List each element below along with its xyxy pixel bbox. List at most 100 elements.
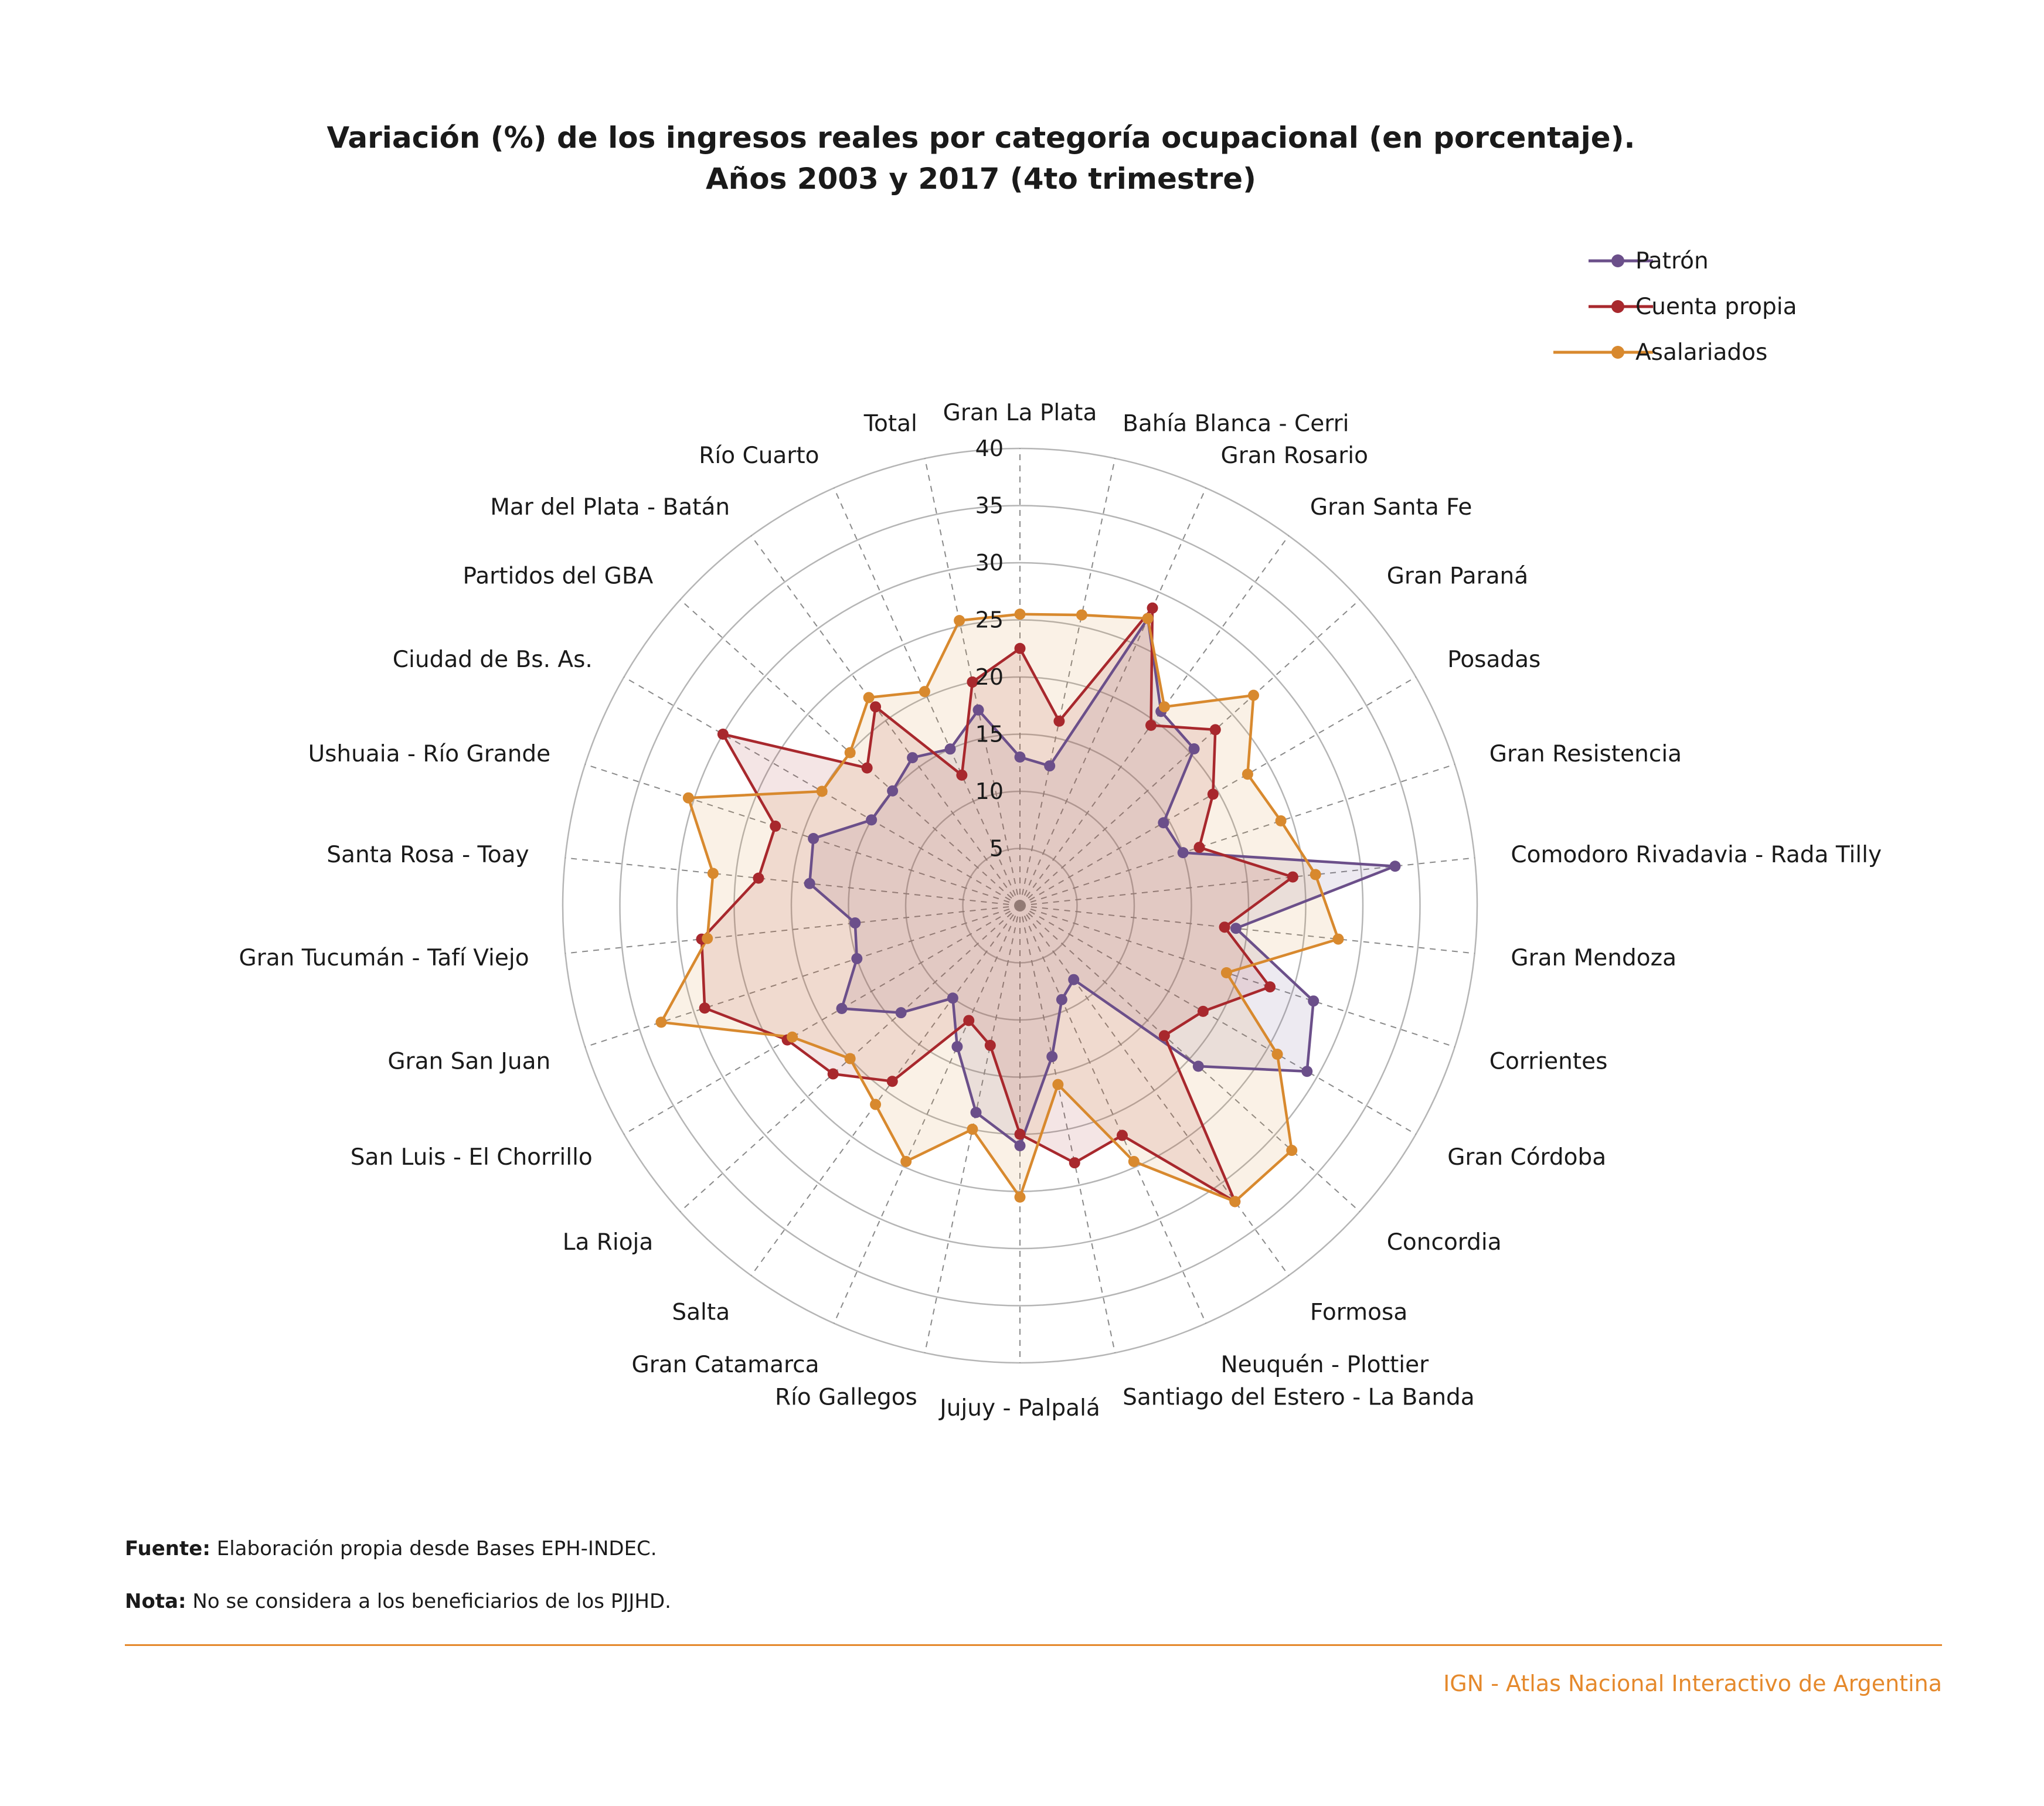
category-label: Concordia [1387,1229,1502,1256]
data-point [1229,1196,1241,1208]
category-label: Ciudad de Bs. As. [393,647,593,673]
data-point [1271,1049,1283,1060]
data-point [1192,1060,1204,1072]
legend-swatch-marker [1611,300,1624,313]
radar-series [655,602,1401,1208]
data-point [1158,701,1170,713]
data-point [1044,760,1056,772]
category-label: Posadas [1447,647,1540,673]
data-point [655,1016,667,1028]
data-point [970,1107,982,1118]
data-point [1389,861,1401,872]
data-point [895,1007,907,1019]
legend-swatch-marker [1611,346,1624,359]
data-point [851,953,863,964]
data-point [707,868,719,879]
spoke-line [565,905,1021,954]
tick-label: 30 [975,550,1004,576]
data-point [702,933,713,944]
spoke-line [1019,458,1116,906]
spoke-line [1019,764,1455,906]
data-point [1116,1130,1128,1141]
category-label: San Luis - El Chorrillo [351,1144,593,1171]
data-point [907,752,919,764]
grid-circle [619,505,1421,1307]
category-label: Neuquén - Plottier [1221,1352,1430,1378]
spoke-line [1019,676,1416,906]
data-point [870,1098,882,1110]
data-point [1308,995,1319,1007]
data-point [1014,751,1026,763]
legend-swatch-marker [1611,254,1624,267]
spoke-line [1019,488,1207,906]
tick-label: 15 [975,722,1004,747]
data-point [1014,608,1026,620]
data-point [787,1031,798,1043]
data-point [951,1040,963,1052]
data-point [1264,981,1276,993]
series-fill [810,618,1395,1146]
source-note: Fuente: Elaboración propia desde Bases E… [125,1537,657,1560]
tick-label: 40 [975,436,1004,461]
data-point [699,1002,710,1014]
note-text: No se considera a los beneficiarios de l… [186,1590,671,1613]
data-point [827,1068,839,1080]
data-point [844,1053,856,1064]
data-point [1069,1157,1080,1169]
data-point [1275,815,1287,827]
data-point [1056,994,1067,1005]
data-point [954,615,965,627]
chart-title-line1: Variación (%) de los ingresos reales por… [327,121,1635,155]
tick-label: 20 [975,664,1004,690]
data-point [1248,689,1260,701]
spoke-line [1019,905,1116,1353]
data-point [1053,715,1065,727]
spoke-line [1019,905,1290,1276]
data-point [1219,921,1230,933]
data-point [967,676,978,688]
data-point [861,762,873,774]
data-point [717,729,729,740]
source-text: Elaboración propia desde Bases EPH-INDEC… [210,1537,657,1560]
data-point [1147,602,1158,614]
category-label: Santiago del Estero - La Banda [1123,1384,1475,1410]
data-point [1014,1128,1026,1140]
spoke-line [1019,905,1475,954]
data-point [870,701,882,713]
category-label: Gran Mendoza [1511,945,1676,971]
spoke-line [1019,905,1207,1324]
data-point [1158,817,1169,829]
data-point [956,769,968,781]
note-label: Nota: [125,1590,186,1613]
data-point [1310,869,1321,880]
category-label: Gran Tucumán - Tafí Viejo [239,945,529,971]
category-label: Gran Paraná [1387,563,1528,590]
category-label: La Rioja [563,1229,654,1256]
data-point [808,833,819,845]
spoke-line [584,764,1021,906]
data-point [836,1003,848,1014]
category-label: Santa Rosa - Toay [327,842,529,868]
tick-label: 10 [975,778,1004,804]
category-label: Partidos del GBA [463,563,654,590]
data-point [1242,768,1253,780]
spoke-line [1019,599,1361,906]
legend-label: Asalariados [1635,339,1767,366]
category-label: Gran Córdoba [1447,1144,1606,1171]
category-label: Corrientes [1489,1049,1608,1075]
tick-label: 35 [975,493,1004,519]
data-point [967,1123,978,1135]
spoke-line [624,905,1021,1135]
spoke-line [565,857,1021,906]
data-point [1052,1079,1064,1090]
credit-line: IGN - Atlas Nacional Interactivo de Arge… [1443,1671,1942,1696]
category-label: Formosa [1310,1300,1407,1326]
category-label: Ushuaia - Río Grande [308,741,551,767]
spoke-line [833,905,1021,1324]
data-point [849,917,861,929]
category-label: Gran Santa Fe [1310,494,1472,521]
spoke-line [1019,905,1455,1047]
data-point [863,692,875,703]
data-point [1014,1191,1026,1203]
